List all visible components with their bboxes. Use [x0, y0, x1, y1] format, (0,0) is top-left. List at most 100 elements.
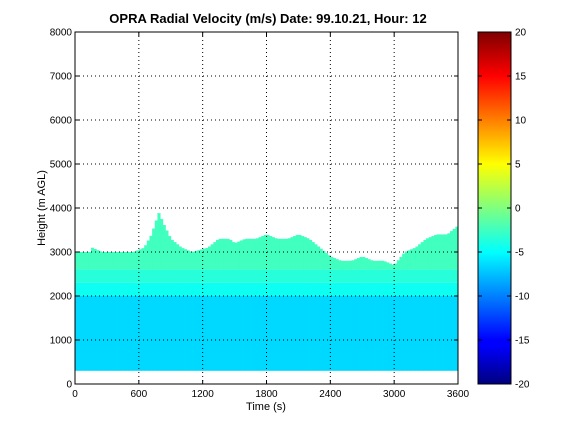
velocity-cell-layer-1	[173, 282, 177, 296]
velocity-cell-layer-2	[415, 269, 419, 283]
y-tick-label: 3000	[50, 248, 73, 259]
velocity-cell-layer-0	[455, 296, 459, 371]
velocity-cell-layer-3	[112, 252, 116, 270]
velocity-cell-layer-2	[348, 269, 353, 283]
colorbar-tick-label: 15	[515, 72, 527, 83]
velocity-cell-layer-2	[434, 269, 438, 283]
velocity-cell-layer-0	[85, 296, 89, 371]
velocity-cell-layer-2	[285, 269, 289, 283]
velocity-cell-layer-1	[114, 282, 118, 296]
colorbar-axis: -20 -15 -10 -5 0 5 10 15 20	[478, 28, 530, 391]
velocity-cell-layer-0	[192, 296, 196, 371]
velocity-cell-layer-1	[263, 282, 267, 296]
velocity-cell-layer-2	[346, 269, 350, 283]
velocity-cell-layer-3	[332, 258, 337, 270]
velocity-cell-layer-2	[75, 269, 79, 283]
velocity-cell-layer-3	[386, 262, 390, 270]
colorbar-tick-label: -15	[515, 336, 530, 347]
velocity-cell-layer-2	[396, 269, 400, 283]
velocity-cell-layer-0	[157, 296, 161, 371]
velocity-cell-layer-3	[197, 250, 201, 270]
velocity-cell-layer-1	[157, 282, 161, 296]
velocity-cell-layer-3	[98, 251, 102, 270]
velocity-cell-layer-3	[128, 252, 132, 270]
velocity-cell-layer-3	[402, 253, 406, 270]
velocity-cell-layer-0	[412, 296, 416, 371]
velocity-cell-layer-2	[90, 269, 95, 283]
velocity-cell-layer-0	[317, 296, 321, 371]
velocity-cell-layer-1	[239, 282, 243, 296]
velocity-cell-layer-0	[75, 296, 79, 371]
velocity-cell-layer-2	[88, 269, 92, 283]
colorbar-tick-label: 10	[515, 116, 527, 127]
velocity-cell-layer-2	[85, 269, 89, 283]
velocity-cell-layer-2	[237, 269, 241, 283]
velocity-cell-layer-1	[192, 282, 196, 296]
velocity-cell-layer-1	[354, 282, 358, 296]
velocity-cell-layer-2	[210, 269, 214, 283]
velocity-cell-layer-3	[85, 252, 89, 270]
velocity-cell-layer-0	[442, 296, 446, 371]
velocity-cell-layer-3	[146, 240, 150, 270]
velocity-cell-layer-0	[319, 296, 323, 371]
velocity-cell-layer-1	[186, 282, 190, 296]
velocity-cell-layer-0	[346, 296, 350, 371]
velocity-cell-layer-0	[322, 296, 326, 371]
velocity-cell-layer-0	[362, 296, 366, 371]
velocity-cell-layer-0	[311, 296, 315, 371]
y-tick-label: 1000	[50, 336, 73, 347]
velocity-cell-layer-2	[303, 269, 307, 283]
velocity-cell-layer-1	[104, 282, 108, 296]
velocity-cell-layer-0	[88, 296, 92, 371]
velocity-cell-layer-3	[234, 242, 238, 270]
velocity-cell-layer-2	[426, 269, 430, 283]
velocity-cell-layer-1	[112, 282, 116, 296]
velocity-cell-layer-3	[444, 234, 448, 270]
velocity-cell-layer-0	[295, 296, 299, 371]
velocity-cell-layer-3	[231, 242, 235, 270]
velocity-cell-layer-2	[266, 269, 270, 283]
velocity-cell-layer-0	[207, 296, 212, 371]
velocity-cell-layer-3	[322, 250, 326, 270]
velocity-cell-layer-1	[351, 282, 355, 296]
velocity-cell-layer-0	[282, 296, 286, 371]
velocity-cell-layer-3	[319, 248, 323, 270]
velocity-cell-layer-1	[226, 282, 230, 296]
velocity-cell-layer-1	[194, 282, 198, 296]
velocity-cell-layer-2	[455, 269, 459, 283]
velocity-cell-layer-2	[290, 269, 294, 283]
velocity-cell-layer-1	[447, 282, 451, 296]
velocity-cell-layer-0	[176, 296, 180, 371]
velocity-cell-layer-3	[330, 256, 334, 270]
velocity-cell-layer-0	[431, 296, 435, 371]
velocity-cell-layer-2	[106, 269, 110, 283]
velocity-cell-layer-2	[205, 269, 209, 283]
velocity-cell-layer-0	[162, 296, 166, 371]
velocity-cell-layer-1	[396, 282, 400, 296]
velocity-cell-layer-1	[279, 282, 283, 296]
velocity-cell-layer-0	[301, 296, 305, 371]
velocity-cell-layer-2	[176, 269, 180, 283]
velocity-cell-layer-1	[362, 282, 366, 296]
velocity-cell-layer-3	[277, 238, 281, 270]
velocity-cell-layer-0	[178, 296, 182, 371]
velocity-cell-layer-0	[330, 296, 334, 371]
velocity-cell-layer-1	[128, 282, 132, 296]
colorbar-tick-label: 20	[515, 28, 527, 39]
velocity-cell-layer-1	[391, 282, 395, 296]
velocity-cell-layer-2	[418, 269, 422, 283]
colorbar-tick-label: -5	[515, 248, 524, 259]
velocity-cell-layer-2	[412, 269, 416, 283]
velocity-cell-layer-3	[311, 242, 315, 270]
velocity-cell-layer-3	[149, 235, 153, 270]
velocity-cell-layer-2	[295, 269, 299, 283]
velocity-cell-layer-0	[146, 296, 150, 371]
velocity-cell-layer-3	[258, 237, 262, 270]
velocity-cell-layer-3	[340, 260, 345, 270]
velocity-cell-layer-2	[154, 269, 158, 283]
velocity-cell-layer-1	[375, 282, 379, 296]
velocity-cell-layer-0	[428, 296, 432, 371]
velocity-cell-layer-0	[210, 296, 214, 371]
velocity-cell-layer-3	[338, 260, 342, 270]
velocity-cell-layer-1	[325, 282, 329, 296]
